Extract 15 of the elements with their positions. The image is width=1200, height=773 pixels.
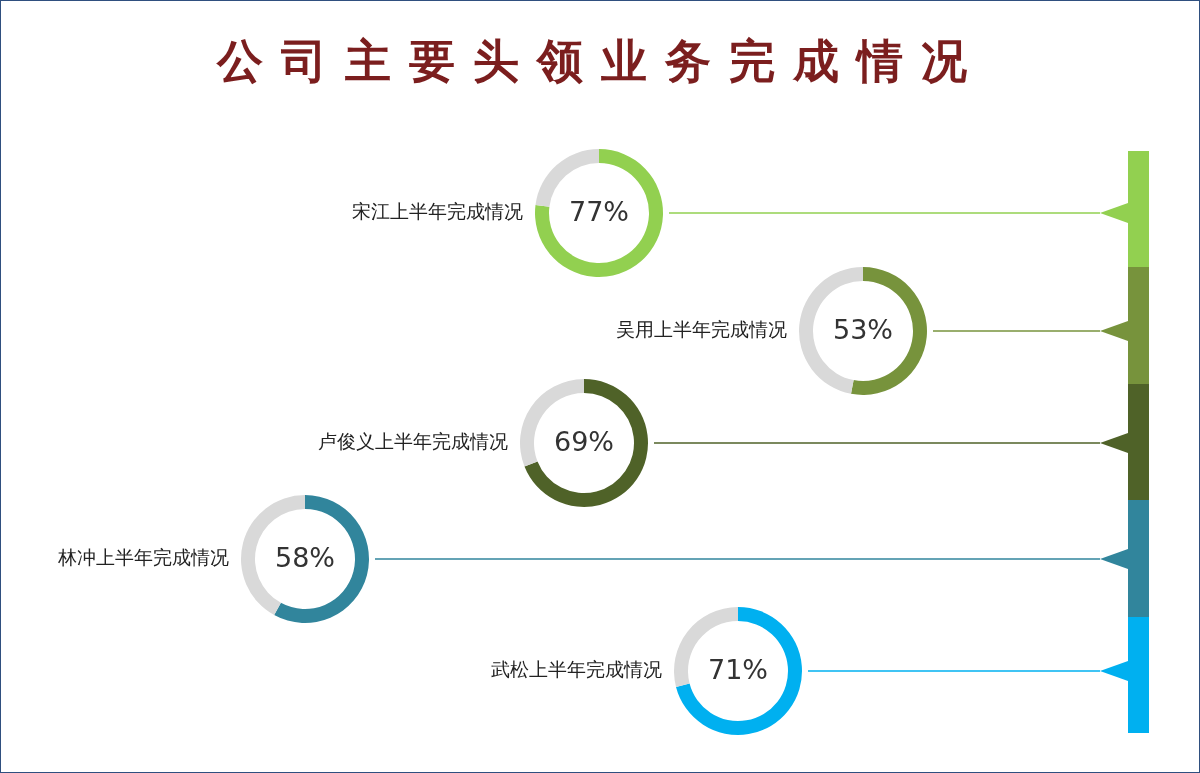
data-label: 58% (274, 542, 336, 573)
data-label: 53% (832, 314, 894, 345)
data-label: 69% (553, 426, 615, 457)
text: 公司主要头领业务完成情况 (215, 35, 986, 89)
donut-slice (524, 379, 648, 507)
donut-slice (535, 149, 663, 277)
data-label: 77% (568, 196, 630, 227)
text: 吴用上半年完成情况 (615, 317, 787, 342)
donut-slice (676, 607, 802, 735)
text: 林冲上半年完成情况 (57, 545, 229, 570)
data-label: 71% (707, 654, 769, 685)
text: 武松上半年完成情况 (490, 657, 662, 682)
text: 卢俊义上半年完成情况 (317, 429, 508, 454)
text: 宋江上半年完成情况 (351, 199, 523, 224)
donut-slice (274, 495, 369, 623)
